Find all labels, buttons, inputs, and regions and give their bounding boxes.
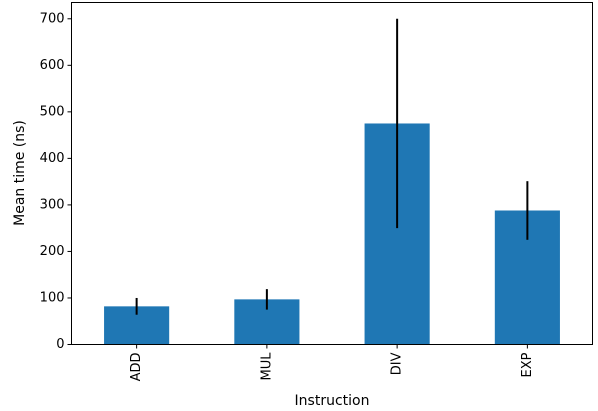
y-tick-label: 700 bbox=[40, 11, 65, 26]
x-tick-label-div: DIV bbox=[390, 352, 405, 375]
x-axis: ADD MUL DIV EXP bbox=[129, 344, 535, 382]
x-tick-label-exp: EXP bbox=[520, 352, 535, 377]
bars-group bbox=[104, 123, 560, 345]
y-tick-label: 200 bbox=[40, 244, 65, 259]
plot-frame bbox=[71, 2, 593, 345]
error-bars-group bbox=[135, 18, 529, 315]
y-tick-label: 0 bbox=[56, 337, 64, 352]
x-tick-label-add: ADD bbox=[129, 353, 144, 382]
y-axis: 0 100 200 300 400 500 600 700 bbox=[40, 11, 72, 352]
y-tick-label: 100 bbox=[40, 290, 65, 305]
x-axis-title: Instruction bbox=[295, 393, 370, 409]
y-tick-label: 400 bbox=[40, 151, 65, 166]
y-tick-label: 300 bbox=[40, 197, 65, 212]
y-tick-label: 600 bbox=[40, 58, 65, 73]
x-tick-label-mul: MUL bbox=[259, 352, 274, 381]
y-tick-label: 500 bbox=[40, 104, 65, 119]
y-axis-title: Mean time (ns) bbox=[12, 120, 28, 226]
